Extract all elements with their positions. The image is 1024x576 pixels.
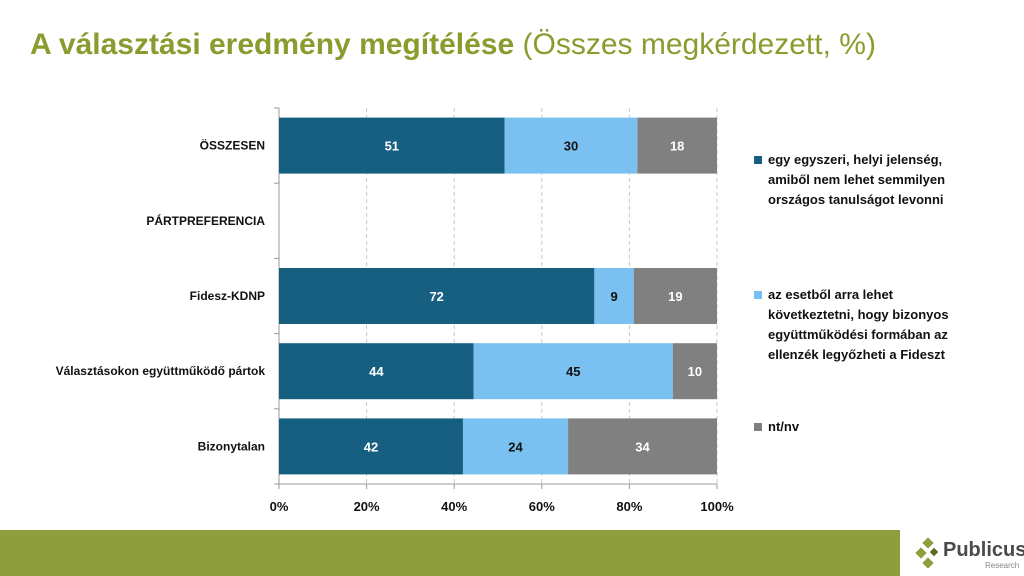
publicus-logo: Publicus Research <box>915 535 1024 575</box>
category-label: Választásokon együttműködő pártok <box>56 364 266 378</box>
category-label: PÁRTPREFERENCIA <box>146 213 265 228</box>
data-label: 42 <box>364 439 378 454</box>
bar-segment <box>633 268 717 324</box>
logo-diamond-icon <box>915 537 939 569</box>
x-tick-label: 80% <box>616 499 642 514</box>
bar-segment <box>568 418 717 475</box>
category-label: Bizonytalan <box>198 439 265 453</box>
x-tick-label: 40% <box>441 499 467 514</box>
data-label: 30 <box>564 139 578 154</box>
stacked-bar-chart: 0% 20% 40% 60% 80% 100% ÖSSZESEN 51 30 18 PÁRTPREF… <box>56 107 734 514</box>
data-label: 45 <box>566 364 580 379</box>
data-label: 18 <box>670 139 684 154</box>
logo-name: Publicus <box>943 539 1024 561</box>
legend-label: egy egyszeri, helyi jelenség, amiből nem… <box>768 152 946 207</box>
category-label: ÖSSZESEN <box>200 138 265 153</box>
data-label: 10 <box>688 364 702 379</box>
bar-segment <box>594 268 634 324</box>
legend-item: nt/nv <box>752 417 799 437</box>
footer-band <box>0 530 900 576</box>
bar-segment <box>462 418 569 475</box>
data-label: 44 <box>369 364 384 379</box>
data-label: 9 <box>610 289 617 304</box>
data-label: 24 <box>508 439 523 454</box>
data-label: 34 <box>635 439 650 454</box>
slide-title: A választási eredmény megítélése (Összes… <box>30 28 876 62</box>
data-label: 51 <box>385 139 399 154</box>
bar-segment <box>504 117 638 174</box>
x-tick-label: 60% <box>529 499 555 514</box>
legend-item: egy egyszeri, helyi jelenség, amiből nem… <box>752 150 982 210</box>
x-tick-label: 100% <box>700 499 734 514</box>
logo-sub: Research <box>985 561 1020 570</box>
data-label: 72 <box>429 289 443 304</box>
legend-swatch <box>754 291 762 299</box>
legend-swatch <box>754 423 762 431</box>
bar-segment <box>279 117 505 174</box>
bar-segment <box>279 418 463 475</box>
bar-segment <box>637 117 717 174</box>
bar-segment <box>672 343 717 400</box>
legend-label: nt/nv <box>768 419 800 434</box>
legend-item: az esetből arra lehet következtetni, hog… <box>752 285 982 365</box>
bar-segment <box>279 343 474 400</box>
bar-segment <box>279 268 595 324</box>
data-label: 19 <box>668 289 682 304</box>
legend-swatch <box>754 156 762 164</box>
title-main: A választási eredmény megítélése <box>30 28 515 61</box>
x-tick-label: 20% <box>354 499 380 514</box>
title-sub: (Összes megkérdezett, %) <box>514 28 876 61</box>
legend-label: az esetből arra lehet következtetni, hog… <box>768 287 949 362</box>
category-label: Fidesz-KDNP <box>190 289 265 303</box>
bar-segment <box>473 343 673 400</box>
x-tick-label: 0% <box>270 499 289 514</box>
